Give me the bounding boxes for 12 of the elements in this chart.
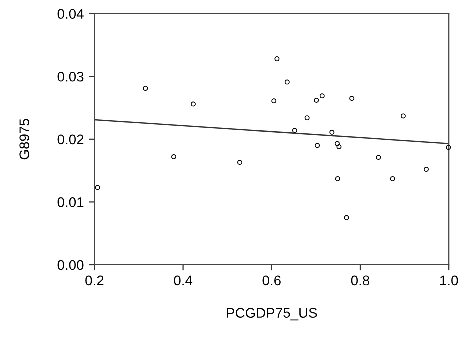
x-tick-label: 0.4 <box>174 276 193 286</box>
y-tick-label: 0.00 <box>58 260 84 270</box>
y-tick-label: 0.02 <box>58 134 84 145</box>
y-axis-title: G8975 <box>20 119 30 160</box>
y-tick-label: 0.01 <box>58 198 84 208</box>
x-tick-label: 0.2 <box>86 276 104 286</box>
y-tick-label: 0.04 <box>58 9 84 20</box>
x-tick-label: 1.0 <box>440 276 458 286</box>
x-axis-title: PCGDP75_US <box>227 308 318 321</box>
y-tick-label: 0.03 <box>58 72 84 82</box>
x-tick-label: 0.6 <box>262 276 281 286</box>
x-tick-label: 0.8 <box>351 276 370 286</box>
